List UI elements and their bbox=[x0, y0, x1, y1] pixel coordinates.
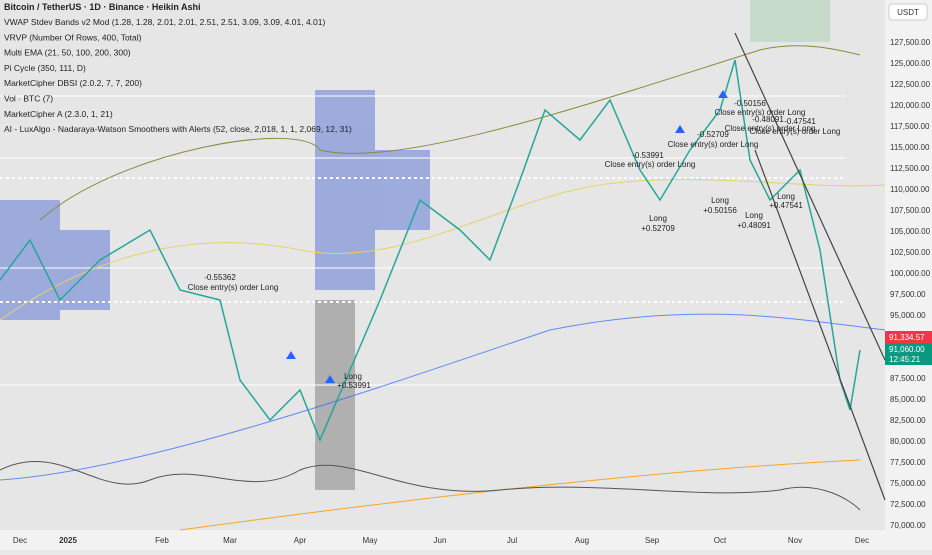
price-label: 127,500.00 bbox=[890, 38, 931, 47]
price-label: 82,500.00 bbox=[890, 416, 926, 425]
annotation: Close entry(s) order Long bbox=[188, 283, 279, 292]
annotation: Long bbox=[344, 372, 362, 381]
annotation: -0.55362 bbox=[204, 273, 236, 282]
indicator-legend: Multi EMA (21, 50, 100, 200, 300) bbox=[4, 48, 131, 58]
time-label: Dec bbox=[855, 536, 869, 545]
current-price: 91,060.00 bbox=[889, 345, 925, 354]
levels bbox=[0, 95, 845, 386]
time-label: Dec bbox=[13, 536, 27, 545]
price-label: 102,500.00 bbox=[890, 248, 931, 257]
annotation: Close entry(s) order Long bbox=[750, 127, 841, 136]
annotation: Long bbox=[777, 192, 795, 201]
annotation: +0.52709 bbox=[641, 224, 675, 233]
countdown: 12:45:21 bbox=[889, 355, 921, 364]
plot-area bbox=[0, 0, 885, 530]
ema bbox=[0, 178, 886, 321]
price-label: 112,500.00 bbox=[890, 164, 930, 173]
price-label: 105,000.00 bbox=[890, 227, 931, 236]
time-label: 2025 bbox=[59, 536, 77, 545]
price-label: 85,000.00 bbox=[890, 395, 926, 404]
ema bbox=[0, 313, 886, 481]
annotation: +0.47541 bbox=[769, 201, 803, 210]
symbol-title: Bitcoin / TetherUS · 1D · Binance · Heik… bbox=[4, 2, 201, 12]
annotation: -0.53991 bbox=[632, 151, 664, 160]
volume-profile bbox=[0, 90, 430, 490]
indicator-legend: AI - LuxAlgo - Nadaraya-Watson Smoothers… bbox=[4, 124, 352, 134]
annotation: Close entry(s) order Long bbox=[605, 160, 696, 169]
indicator-legend: Pi Cycle (350, 111, D) bbox=[4, 63, 86, 73]
time-label: Jul bbox=[507, 536, 517, 545]
price-label: 97,500.00 bbox=[890, 290, 926, 299]
annotation: +0.53991 bbox=[337, 381, 371, 390]
indicator-legend: Vol · BTC (7) bbox=[4, 94, 53, 104]
annotation: +0.48091 bbox=[737, 221, 771, 230]
price-label: 120,000.00 bbox=[890, 101, 931, 110]
last-price: 91,334.57 bbox=[889, 333, 925, 342]
price-label: 77,500.00 bbox=[890, 458, 926, 467]
price-label: 122,500.00 bbox=[890, 80, 931, 89]
last-price-badge bbox=[885, 331, 932, 343]
price-label: 115,000.00 bbox=[890, 143, 930, 152]
indicator-legend: VRVP (Number Of Rows, 400, Total) bbox=[4, 32, 142, 42]
indicator-legend: MarketCipher DBSI (2.0.2, 7, 7, 200) bbox=[4, 78, 142, 88]
price-label: 117,500.00 bbox=[890, 122, 930, 131]
pi-cycle bbox=[39, 45, 861, 221]
price-path bbox=[0, 59, 861, 442]
channel-line bbox=[754, 149, 886, 501]
channel-line bbox=[734, 32, 886, 361]
oscillator bbox=[0, 460, 861, 511]
indicator-legend: VWAP Stdev Bands v2 Mod (1.28, 1.28, 2.0… bbox=[4, 17, 325, 27]
indicator-legend: MarketCipher A (2.3.0, 1, 21) bbox=[4, 109, 113, 119]
time-label: Oct bbox=[714, 536, 727, 545]
annotation: Long bbox=[711, 196, 729, 205]
price-label: 70,000.00 bbox=[890, 521, 926, 530]
time-label: May bbox=[362, 536, 377, 545]
annotation: Close entry(s) order Long bbox=[715, 108, 806, 117]
time-label: Mar bbox=[223, 536, 237, 545]
annotation: Long bbox=[745, 211, 763, 220]
price-label: 100,000.00 bbox=[890, 269, 931, 278]
annotations: -0.55362 Close entry(s) order Long Long … bbox=[188, 99, 841, 390]
time-label: Jun bbox=[434, 536, 447, 545]
zone bbox=[750, 0, 830, 42]
price-label: 72,500.00 bbox=[890, 500, 926, 509]
price-label: 80,000.00 bbox=[890, 437, 926, 446]
price-label: 107,500.00 bbox=[890, 206, 931, 215]
signal-icons bbox=[286, 90, 728, 383]
annotation: Long bbox=[649, 214, 667, 223]
time-label: Sep bbox=[645, 536, 660, 545]
ema bbox=[179, 459, 861, 531]
price-label: 125,000.00 bbox=[890, 59, 931, 68]
price-axis-panel bbox=[885, 0, 932, 550]
price-label: 87,500.00 bbox=[890, 374, 926, 383]
current-price-badge bbox=[885, 343, 932, 365]
price-label: 95,000.00 bbox=[890, 311, 926, 320]
price-label: 75,000.00 bbox=[890, 479, 926, 488]
time-axis-panel bbox=[0, 530, 885, 550]
time-label: Nov bbox=[788, 536, 802, 545]
time-label: Apr bbox=[294, 536, 307, 545]
annotation: +0.50156 bbox=[703, 206, 737, 215]
time-label: Feb bbox=[155, 536, 169, 545]
time-label: Aug bbox=[575, 536, 589, 545]
annotation: -0.48091 bbox=[752, 115, 784, 124]
annotation: -0.47541 bbox=[784, 117, 816, 126]
currency-button[interactable] bbox=[888, 3, 928, 21]
currency[interactable]: USDT bbox=[897, 8, 919, 17]
annotation: -0.50156 bbox=[734, 99, 766, 108]
annotation: Close entry(s) order Long bbox=[668, 140, 759, 149]
annotation: -0.52709 bbox=[697, 130, 729, 139]
annotation: Close entry(s) order Long bbox=[725, 124, 816, 133]
price-label: 110,000.00 bbox=[890, 185, 930, 194]
